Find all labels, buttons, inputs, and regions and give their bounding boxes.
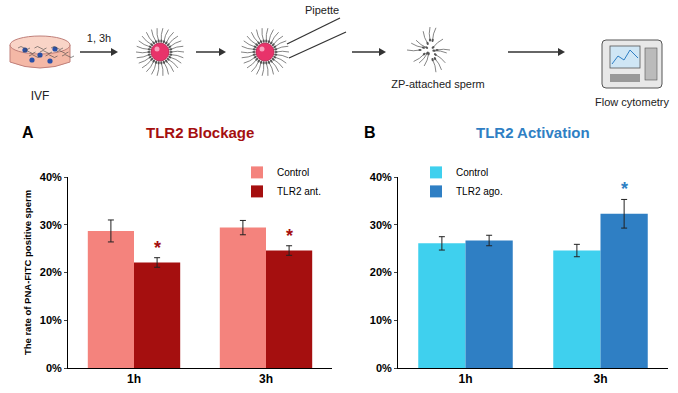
svg-text:TLR2 Activation: TLR2 Activation	[476, 124, 590, 141]
svg-text:*: *	[286, 226, 293, 246]
svg-text:40%: 40%	[370, 171, 392, 183]
svg-text:B: B	[364, 124, 376, 141]
svg-text:1, 3h: 1, 3h	[87, 32, 111, 44]
svg-text:10%: 10%	[40, 314, 62, 326]
svg-text:20%: 20%	[370, 266, 392, 278]
svg-text:*: *	[154, 238, 161, 258]
svg-text:IVF: IVF	[31, 89, 50, 103]
svg-text:Pipette: Pipette	[305, 4, 339, 16]
svg-text:1h: 1h	[127, 372, 141, 386]
svg-text:3h: 3h	[259, 372, 273, 386]
svg-text:TLR2 ant.: TLR2 ant.	[277, 186, 321, 197]
svg-text:0%: 0%	[376, 362, 392, 374]
svg-text:40%: 40%	[40, 171, 62, 183]
svg-text:0%: 0%	[46, 362, 62, 374]
svg-text:*: *	[621, 179, 628, 199]
svg-text:20%: 20%	[40, 266, 62, 278]
svg-text:Control: Control	[277, 167, 309, 178]
svg-text:30%: 30%	[370, 219, 392, 231]
svg-text:30%: 30%	[40, 219, 62, 231]
svg-text:Flow cytometry: Flow cytometry	[595, 96, 669, 108]
svg-text:1h: 1h	[458, 372, 472, 386]
svg-text:TLR2 ago.: TLR2 ago.	[456, 186, 503, 197]
svg-text:10%: 10%	[370, 314, 392, 326]
svg-text:3h: 3h	[593, 372, 607, 386]
svg-text:The rate of PNA-FITC positive: The rate of PNA-FITC positive sperm	[22, 190, 33, 355]
svg-text:A: A	[22, 124, 34, 141]
svg-text:TLR2 Blockage: TLR2 Blockage	[146, 124, 254, 141]
svg-text:ZP-attached sperm: ZP-attached sperm	[391, 78, 485, 90]
svg-text:Control: Control	[456, 167, 488, 178]
